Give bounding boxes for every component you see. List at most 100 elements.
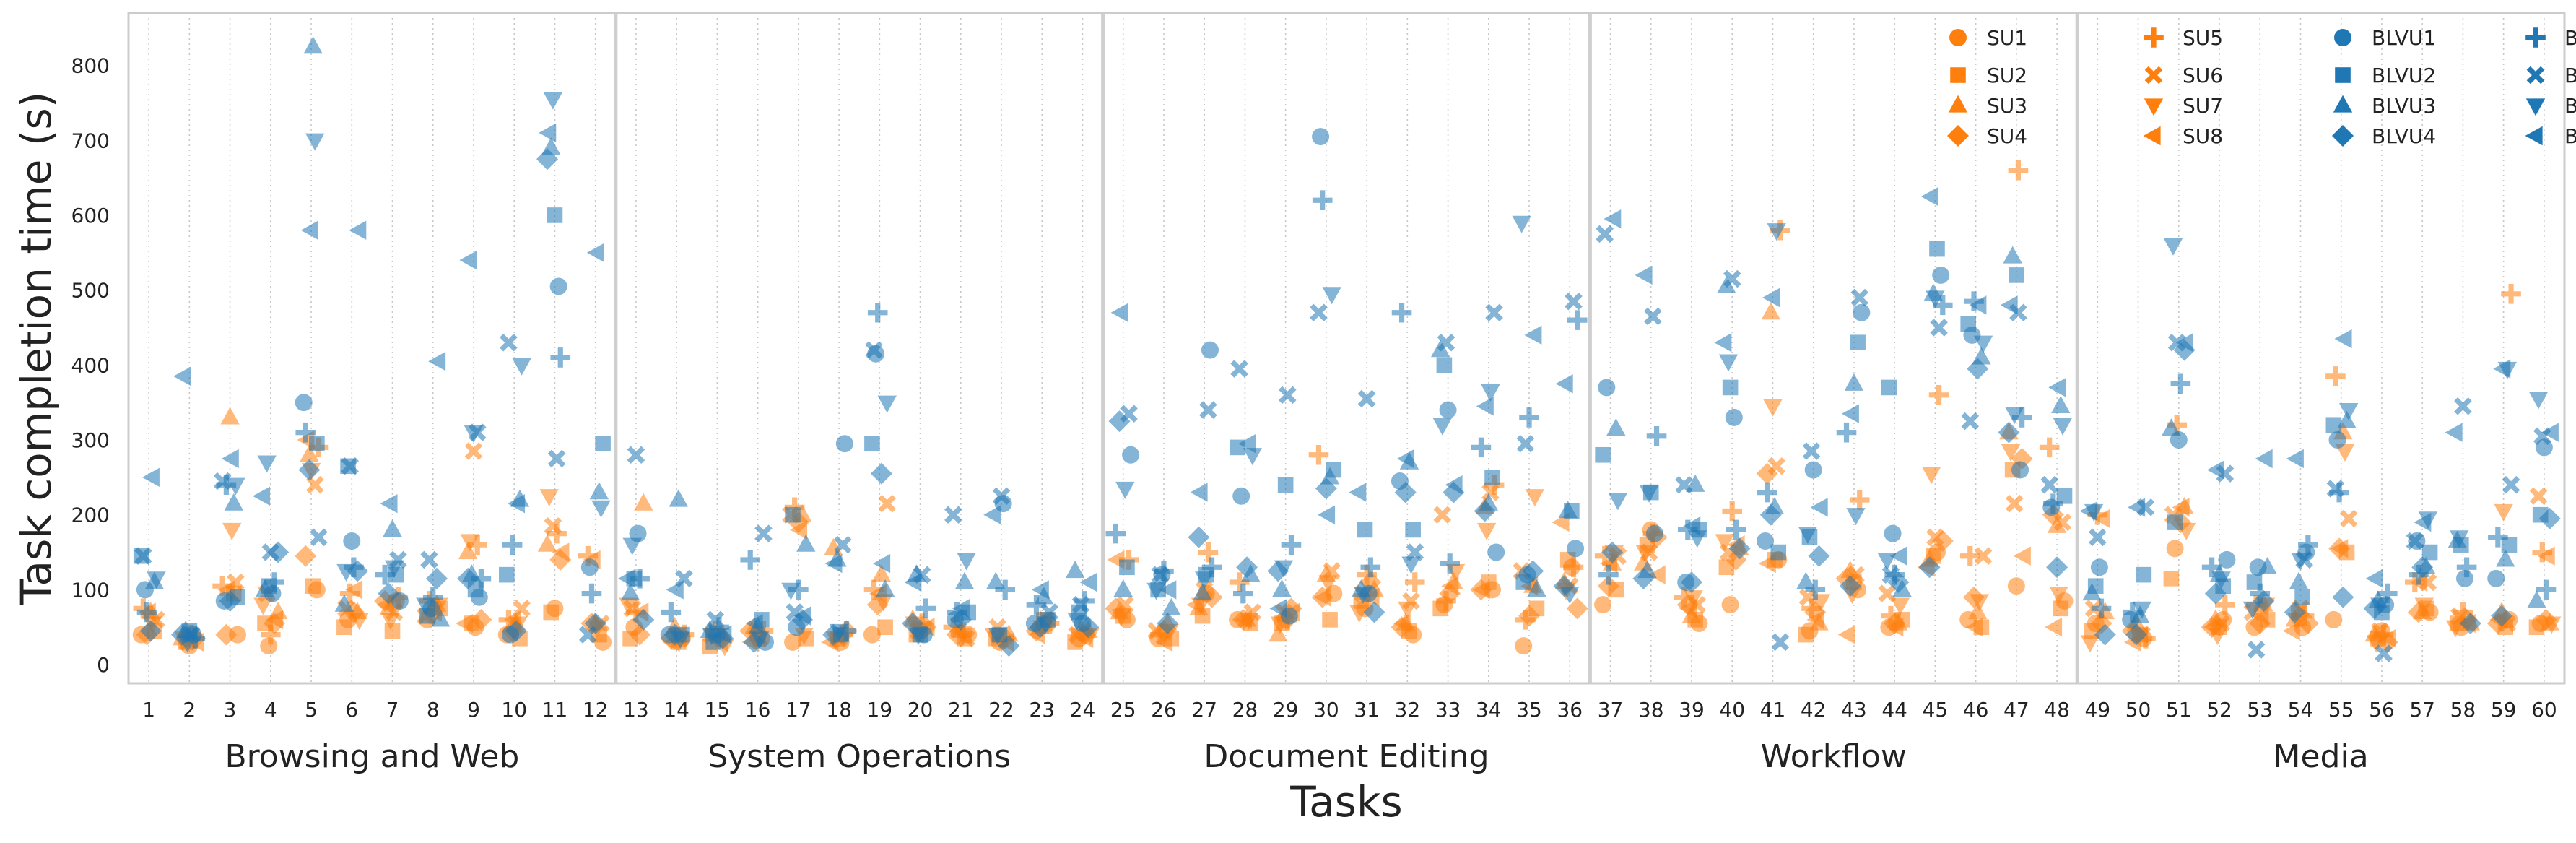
data-point-BLVU4: BLVU4 task 34: 205 — [1474, 500, 1496, 522]
data-point-BLVU4: BLVU4 task 5: 260 — [298, 459, 321, 481]
legend-label: SU2 — [1987, 64, 2027, 87]
legend-item-SU8: SU8 — [2143, 124, 2223, 148]
data-point-BLVU1: BLVU1 task 49: 130 — [2090, 558, 2108, 576]
y-tick-label: 600 — [71, 204, 110, 228]
data-point-SU2: SU2 task 48: 75 — [2053, 600, 2069, 617]
data-point-BLVU4: BLVU4 task 40: 155 — [1728, 537, 1751, 560]
data-point-BLVU5: BLVU5 task 57: 120 — [2409, 564, 2429, 585]
x-tick-label: 54 — [2288, 698, 2314, 722]
data-point-BLVU7: BLVU7 task 48: 320 — [2053, 418, 2073, 436]
data-point-SU7: SU7 task 59: 205 — [2494, 503, 2513, 522]
legend-item-BLVU6: BLVU6 — [2526, 64, 2576, 87]
data-point-SU1: SU1 task 51: 155 — [2166, 540, 2184, 558]
y-tick-label: 200 — [71, 503, 110, 527]
y-tick-label: 300 — [71, 428, 110, 452]
data-point-SU5: SU5 task 33: 85 — [1436, 591, 1456, 611]
data-point-BLVU7: BLVU7 task 60: 355 — [2528, 392, 2549, 410]
data-point-BLVU2: BLVU2 task 54: 90 — [2294, 589, 2310, 605]
data-point-BLVU8: BLVU8 task 9: 540 — [459, 250, 477, 270]
data-point-BLVU6: BLVU6 task 4: 150 — [261, 543, 280, 561]
data-point-SU5: SU5 task 36: 130 — [1563, 557, 1584, 578]
data-point-SU6: SU6 task 41: 265 — [1767, 457, 1785, 475]
legend-item-SU1: SU1 — [1949, 26, 2027, 50]
data-point-BLVU7: BLVU7 task 3: 240 — [226, 477, 245, 496]
data-point-BLVU8: BLVU8 task 51: 430 — [2175, 333, 2193, 353]
data-point-BLVU6: BLVU6 task 30: 470 — [1310, 303, 1328, 322]
data-point-BLVU2: BLVU2 task 35: 110 — [1515, 574, 1532, 590]
data-point-BLVU7: BLVU7 task 11: 755 — [543, 92, 563, 110]
data-point-BLVU7: BLVU7 task 18: 45 — [829, 623, 849, 641]
data-point-SU8: SU8 task 17: 180 — [790, 520, 808, 540]
data-point-SU8: SU8 task 33: 105 — [1441, 576, 1459, 596]
series-BLVU7: BLVU7 task 1: 115 BLVU7 task 2: 30 BLVU7 t… — [147, 92, 2549, 653]
legend-marker — [2526, 66, 2545, 85]
legend-marker — [2334, 29, 2351, 46]
data-point-BLVU8: BLVU8 task 7: 215 — [380, 493, 398, 514]
data-point-BLVU3: BLVU3 task 7: 180 — [383, 519, 402, 537]
data-point-SU8: SU8 task 52: 50 — [2203, 618, 2221, 637]
data-point-BLVU3: BLVU3 task 53: 130 — [2258, 556, 2277, 574]
data-point-BLVU2: BLVU2 task 8: 65 — [419, 608, 435, 624]
y-tick-label: 800 — [71, 54, 110, 78]
data-point-SU3: SU3 task 9: 150 — [458, 542, 478, 560]
y-tick-label: 100 — [71, 578, 110, 602]
data-point-BLVU5: BLVU5 task 45: 480 — [1932, 295, 1953, 316]
series-SU3: SU3 task 1: 70SU3 task 2: 35SU3 task 3: … — [141, 302, 2559, 646]
data-point-BLVU7: BLVU7 task 27: 115 — [1194, 571, 1214, 589]
data-point-SU5: SU5 task 47: 660 — [2008, 160, 2029, 181]
data-point-BLVU3: BLVU3 task 29: 100 — [1272, 579, 1292, 597]
data-point-BLVU2: BLVU2 task 5: 295 — [309, 436, 325, 452]
data-point-BLVU3: BLVU3 task 13: 95 — [620, 583, 640, 601]
data-point-BLVU4: BLVU4 task 59: 65 — [2491, 605, 2513, 627]
legend-marker — [2143, 126, 2161, 146]
data-point-BLVU8: BLVU8 task 17: 65 — [793, 606, 811, 626]
data-point-BLVU6: BLVU6 task 29: 360 — [1278, 386, 1297, 405]
data-point-SU6: SU6 task 48: 190 — [2053, 513, 2072, 532]
data-point-SU7: SU7 task 41: 345 — [1763, 399, 1783, 417]
data-point-BLVU7: BLVU7 task 38: 230 — [1639, 485, 1659, 503]
data-point-BLVU3: BLVU3 task 24: 125 — [1065, 561, 1085, 579]
data-point-BLVU6: BLVU6 task 18: 160 — [833, 535, 852, 554]
x-tick-label: 27 — [1191, 698, 1217, 722]
data-point-BLVU4: BLVU4 task 26: 55 — [1157, 613, 1179, 635]
data-point-BLVU8: BLVU8 task 5: 580 — [300, 220, 318, 240]
data-point-BLVU4: BLVU4 task 35: 125 — [1522, 560, 1544, 582]
x-tick-label: 20 — [908, 698, 934, 722]
data-point-SU4: SU4 task 37: 105 — [1597, 575, 1619, 597]
x-tick-label: 17 — [786, 698, 811, 722]
points-layer: SU1 task 1: 40SU1 task 2: 25SU1 task 3: … — [132, 36, 2562, 662]
data-point-BLVU8: BLVU8 task 57: 190 — [2414, 512, 2432, 532]
data-point-BLVU6: BLVU6 task 33: 430 — [1437, 333, 1455, 352]
data-point-BLVU6: BLVU6 task 39: 240 — [1675, 475, 1693, 494]
group-labels: Browsing and Web System Operations Documen… — [225, 738, 2368, 775]
data-point-SU6: SU6 task 55: 195 — [2339, 509, 2358, 528]
data-point-BLVU1: BLVU1 task 5: 350 — [295, 394, 313, 412]
data-point-BLVU5: BLVU5 task 17: 100 — [788, 579, 809, 600]
data-point-SU5: SU5 task 30: 280 — [1308, 444, 1329, 465]
data-point-BLVU8: BLVU8 task 13: 115 — [618, 569, 636, 589]
data-point-BLVU6: BLVU6 task 58: 345 — [2454, 397, 2472, 415]
data-point-BLVU4: BLVU4 task 32: 230 — [1394, 481, 1417, 503]
data-point-BLVU4: BLVU4 task 13: 60 — [632, 608, 655, 631]
data-point-BLVU6: BLVU6 task 19: 420 — [865, 341, 883, 359]
data-point-BLVU5: BLVU5 task 44: 120 — [1884, 564, 1905, 585]
x-tick-label: 37 — [1598, 698, 1624, 722]
data-point-SU5: SU5 task 44: 65 — [1881, 605, 1901, 626]
data-point-BLVU6: BLVU6 task 34: 470 — [1485, 303, 1503, 322]
x-tick-label: 55 — [2328, 698, 2354, 722]
data-point-BLVU8: BLVU8 task 4: 225 — [253, 486, 271, 506]
data-point-SU3: SU3 task 41: 470 — [1761, 302, 1781, 320]
data-point-SU5: SU5 task 4: 40 — [261, 624, 281, 645]
x-tick-label: 46 — [1963, 698, 1989, 722]
data-point-BLVU1: BLVU1 task 44: 175 — [1884, 524, 1902, 542]
data-point-SU2: SU2 task 6: 50 — [336, 619, 352, 636]
data-point-SU5: SU5 task 6: 95 — [339, 583, 360, 604]
data-point-BLVU6: BLVU6 task 36: 485 — [1565, 292, 1583, 311]
data-point-SU8: SU8 task 42: 60 — [1806, 610, 1824, 630]
legend-marker — [2335, 67, 2351, 83]
data-point-BLVU7: BLVU7 task 45: 490 — [1926, 290, 1945, 308]
data-point-SU8: SU8 task 46: 50 — [1965, 618, 1983, 637]
series-BLVU6: BLVU6 task 1: 145BLVU6 task 2: 40BLVU6 t… — [134, 225, 2551, 662]
data-point-SU6: SU6 task 45: 170 — [1926, 528, 1944, 547]
data-point-BLVU7: BLVU7 task 47: 335 — [2005, 407, 2024, 425]
